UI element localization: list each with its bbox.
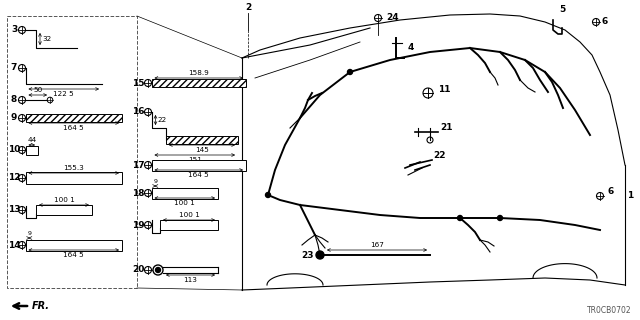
Text: 2: 2 [245,4,251,12]
Text: 14: 14 [8,241,20,250]
Text: 20: 20 [132,266,144,275]
Bar [26,146,38,155]
Text: 9: 9 [28,231,31,236]
Text: 18: 18 [132,188,144,197]
Text: 16: 16 [132,108,144,116]
Bar [152,159,246,171]
Circle shape [156,268,161,273]
Text: 32: 32 [42,36,51,42]
Text: 7: 7 [11,63,17,73]
Text: 113: 113 [184,277,197,283]
Text: 19: 19 [132,220,144,229]
Bar [152,79,246,87]
Text: 17: 17 [132,161,144,170]
Text: 151: 151 [188,157,202,163]
Text: 6: 6 [608,188,614,196]
Bar [26,239,122,251]
Bar [166,136,238,144]
Circle shape [497,215,502,220]
Text: 100 1: 100 1 [174,200,195,206]
Text: 1: 1 [627,190,633,199]
Circle shape [316,251,324,259]
Text: 6: 6 [602,18,608,27]
Text: 24: 24 [386,12,399,21]
Circle shape [458,215,463,220]
Text: 4: 4 [408,43,414,52]
Text: 21: 21 [440,124,452,132]
Text: 13: 13 [8,205,20,214]
Text: 164 5: 164 5 [63,252,84,258]
Text: 12: 12 [8,173,20,182]
Text: 15: 15 [132,78,144,87]
Text: 100 1: 100 1 [54,197,74,203]
Text: 8: 8 [11,95,17,105]
Circle shape [348,69,353,75]
Text: TR0CB0702: TR0CB0702 [588,306,632,315]
Text: 158.9: 158.9 [188,70,209,76]
Text: 122 5: 122 5 [53,91,74,97]
Bar [26,114,122,122]
Text: 44: 44 [27,137,36,143]
Text: 11: 11 [438,85,451,94]
Text: FR.: FR. [32,301,50,311]
Text: 100 1: 100 1 [179,212,200,218]
Bar [7,16,137,288]
Bar [152,188,218,198]
Text: 145: 145 [195,147,209,153]
Text: 22: 22 [157,117,167,123]
Text: 167: 167 [370,242,384,248]
Circle shape [266,193,271,197]
Text: 3: 3 [11,26,17,35]
Text: 50: 50 [33,87,42,93]
Text: 164 5: 164 5 [188,172,209,178]
Text: 9: 9 [153,179,157,184]
Text: 164 5: 164 5 [63,125,84,131]
Bar [26,172,122,184]
Bar [36,205,92,215]
Text: 22: 22 [433,150,445,159]
Text: 9: 9 [11,114,17,123]
Bar [160,220,218,230]
Text: 5: 5 [559,5,565,14]
Text: 23: 23 [301,251,314,260]
Text: 155.3: 155.3 [63,165,84,171]
Text: 10: 10 [8,146,20,155]
